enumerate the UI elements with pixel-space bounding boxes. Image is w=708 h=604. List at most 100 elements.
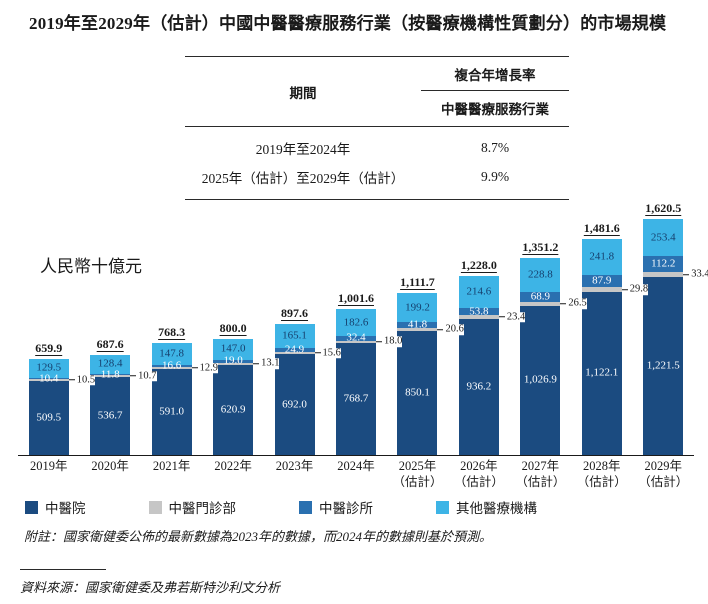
bar-segment-tcm-outpatient-dept [581,287,622,292]
bar-segment-other-medical-institutions [151,343,192,365]
bar-total-label: 768.3 [158,325,186,340]
callout-value-label: 10.5 [68,373,96,386]
footnote: 附註：國家衛健委公佈的最新數據為2023年的數據，而2024年的數據則基於預測。 [24,529,493,544]
legend-swatch-tcm-hospital [25,500,38,514]
segment-value-label: 182.6 [343,316,369,328]
bar-segment-tcm-hospital [643,277,684,455]
bar-segment-tcm-outpatient-dept [335,340,376,344]
y-axis-unit-label: 人民幣十億元 [40,257,142,276]
bar-segment-tcm-hospital [151,369,192,455]
segment-value-label: 509.5 [36,411,62,424]
x-axis-label-2027年: 2027年 （估計） [510,459,571,490]
segment-value-label: 199.2 [405,301,430,314]
year-label: 2029年 [644,459,683,473]
bar-column-2027年: 1,351.2 1,026.9 26.5 68.9 228.8 [510,196,587,455]
callout-line [68,379,75,381]
table-row: 2025年（估計）至2029年（估計） 9.9% [185,162,569,191]
estimate-label: （估計） [453,474,504,489]
segment-value-label: 768.7 [343,392,369,405]
callout-value: 13.1 [261,357,280,369]
segment-value-label: 128.4 [97,357,123,370]
segment-value-label: 68.9 [530,290,550,303]
segment-value-label: 87.9 [592,274,612,287]
year-label: 2025年 [398,459,437,473]
segment-value-label: 129.5 [36,361,62,374]
year-label: 2020年 [91,459,129,473]
stacked-bar [274,324,315,455]
segment-value-label: 53.8 [469,305,489,317]
bar-total-label: 1,620.5 [645,201,682,216]
x-axis-label-2025年: 2025年 （估計） [387,459,448,490]
bar-segment-tcm-outpatient-dept [274,352,315,355]
stacked-bar [335,309,376,455]
bar-column-2021年: 768.3 591.0 12.9 16.6 147.8 [141,196,218,455]
stacked-bar [151,343,192,455]
stacked-bar [90,354,131,455]
cagr-cell: 8.7% [480,139,510,155]
segment-value-label: 1,122.1 [585,366,619,379]
bar-segment-tcm-clinic [28,377,69,380]
year-label: 2023年 [275,459,314,473]
bar-segment-tcm-clinic [213,360,254,363]
cagr-table-header: 期間 複合年增長率 中醫醫療服務行業 [185,56,569,127]
segment-value-label: 692.0 [282,398,307,411]
bar-segment-tcm-clinic [151,364,192,368]
callout-value: 23.4 [506,310,526,322]
callout-value-label: 10.7 [130,370,157,382]
segment-value-label: 41.8 [407,318,428,331]
callout-value: 20.6 [445,323,464,335]
segment-value-label: 228.8 [527,268,553,281]
segment-value-label: 253.4 [650,231,676,244]
callout-value-label: 23.4 [498,310,526,323]
bar-segment-other-medical-institutions [397,293,438,323]
callout-value-label: 33.4 [683,268,708,281]
bar-segment-tcm-hospital [335,343,376,455]
table-row: 2019年至2024年 8.7% [185,133,569,162]
segment-value-label: 32.4 [346,331,366,344]
bar-column-2019年: 659.9 509.5 10.5 10.4 129.5 [18,196,96,455]
x-axis-label-2022年: 2022年 [202,459,263,490]
bar-segment-tcm-clinic [643,256,684,273]
callout-value: 15.6 [322,346,341,358]
figure-title: 2019年至2029年（估計）中國中醫醫療服務行業（按醫療機構性質劃分）的市場規… [29,14,667,33]
bar-total-label: 687.6 [96,337,124,351]
stacked-bar [458,276,499,455]
segment-value-label: 147.0 [220,342,246,355]
legend-swatch-tcm-outpatient-dept [148,500,162,514]
bar-column-2028年: 1,481.6 1,122.1 29.8 87.9 241.8 [571,196,649,455]
source-divider [20,569,106,570]
callout-value-label: 26.5 [560,298,587,309]
bar-segment-tcm-clinic [397,322,438,329]
bar-segment-tcm-clinic [274,348,315,353]
x-axis-label-2028年: 2028年 （估計） [571,459,632,490]
segment-value-label: 16.6 [162,359,182,372]
bar-segment-tcm-hospital [274,354,315,455]
bar-segment-tcm-hospital [581,291,622,455]
period-cell: 2019年至2024年 [255,141,351,157]
x-axis-label-2019年: 2019年 [18,459,79,490]
stacked-bar [643,219,684,455]
year-label: 2021年 [152,459,191,473]
bar-segment-other-medical-institutions [335,309,376,336]
segment-value-label: 214.6 [466,285,492,298]
x-axis-label-2021年: 2021年 [141,459,202,490]
callout-value-label: 18.0 [375,336,403,348]
year-label: 2024年 [337,459,375,473]
callout-line [191,367,198,369]
bar-segment-tcm-hospital [520,305,561,455]
bar-total-label: 1,228.0 [460,258,497,273]
callout-value: 12.9 [199,361,218,373]
bar-total-label: 1,111.7 [400,275,435,290]
bar-segment-other-medical-institutions [581,239,622,275]
bar-total-label: 1,481.6 [583,221,620,236]
bar-column-2023年: 897.6 692.0 15.6 24.9 165.1 [264,196,341,455]
callout-line [375,341,382,343]
x-axis-label-2020年: 2020年 [79,459,140,490]
callout-line [437,329,444,331]
bar-column-2025年: 1,111.7 850.1 20.6 41.8 199.2 [387,196,464,455]
callout-value: 10.5 [76,373,96,385]
callout-value: 33.4 [691,268,708,280]
cagr-table-body: 2019年至2024年 8.7% 2025年（估計）至2029年（估計） 9.9… [185,127,569,200]
bar-total-label: 659.9 [35,341,63,355]
chart-legend: 中醫院 中醫門診部 中醫診所 其他醫療機構 [25,497,537,517]
